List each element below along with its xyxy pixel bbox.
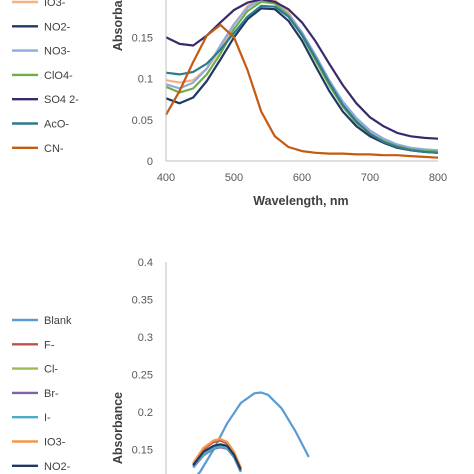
top-chart-x-tick-label: 700 — [361, 172, 379, 184]
top-chart-y-tick-label: 0.05 — [132, 115, 153, 127]
bottom-chart-y-tick-label: 0.2 — [138, 407, 153, 419]
legend-label: I- — [44, 412, 51, 424]
legend-label: NO2- — [44, 21, 71, 33]
bottom-chart-series-line-no2 — [192, 443, 242, 471]
bottom-chart-y-tick-label: 0.35 — [132, 295, 153, 307]
legend-label: IO3- — [44, 0, 66, 9]
legend-label: NO2- — [44, 461, 71, 473]
legend-label: IO3- — [44, 437, 66, 449]
bottom-chart-legend-item-f: F- — [12, 339, 55, 351]
top-chart-legend-item-io3: IO3- — [12, 0, 66, 9]
top-chart-legend-item-so4-2: SO4 2- — [12, 94, 79, 106]
bottom-chart-legend: Blank F- Cl- Br- I- IO3- NO2- — [12, 315, 72, 473]
legend-label: Cl- — [44, 364, 58, 376]
legend-label: NO3- — [44, 46, 71, 58]
bottom-chart-y-tick-label: 0.25 — [132, 370, 153, 382]
top-chart-series — [165, 0, 439, 159]
top-chart-x-tick-labels: 400 500 600 700 800 — [157, 172, 447, 184]
top-chart-series-line-clo4 — [165, 0, 439, 153]
legend-label: F- — [44, 339, 55, 351]
bottom-chart-series-line-blank — [196, 391, 310, 474]
top-chart-series-line-aco — [165, 4, 439, 154]
bottom-chart-legend-item-i: I- — [12, 412, 51, 424]
top-chart-x-tick-label: 600 — [293, 172, 311, 184]
top-chart-y-tick-label: 0.15 — [132, 32, 153, 44]
top-chart-y-tick-label: 0 — [147, 156, 153, 168]
bottom-chart-series — [192, 391, 310, 474]
bottom-chart-legend-item-no2: NO2- — [12, 461, 71, 473]
legend-label: CN- — [44, 143, 64, 155]
legend-label: SO4 2- — [44, 94, 79, 106]
legend-label: ClO4- — [44, 70, 73, 82]
legend-label: Blank — [44, 315, 72, 327]
bottom-chart-y-axis-title: Absorbance — [111, 392, 125, 464]
bottom-chart-y-tick-label: 0.3 — [138, 332, 153, 344]
top-chart-legend-item-no2: NO2- — [12, 21, 71, 33]
bottom-chart-legend-item-blank: Blank — [12, 315, 72, 327]
top-chart-legend-item-cn: CN- — [12, 143, 64, 155]
bottom-chart: 0.15 0.2 0.25 0.3 0.35 0.4 Absorbance Blank F-… — [12, 257, 310, 474]
top-chart-y-tick-labels: 0 0.05 0.1 0.15 — [132, 32, 153, 168]
top-chart-legend-item-aco: AcO- — [12, 119, 69, 131]
top-chart-x-tick-label: 500 — [225, 172, 243, 184]
top-chart-legend-item-no3: NO3- — [12, 46, 71, 58]
top-chart-x-axis-title: Wavelength, nm — [253, 194, 348, 208]
top-chart: 00.050.10.15 400 500 600 700 800 Absorbance … — [12, 0, 447, 208]
top-chart-legend: IO3- NO2- NO3- ClO4- SO4 2- AcO- CN- — [12, 0, 79, 155]
top-chart-x-tick-label: 400 — [157, 172, 175, 184]
top-chart-series-line-no2 — [165, 7, 439, 154]
legend-label: Br- — [44, 388, 59, 400]
top-chart-series-line-cn — [165, 23, 439, 159]
top-chart-x-tick-label: 800 — [429, 172, 447, 184]
bottom-chart-y-tick-label: 0.15 — [132, 445, 153, 457]
bottom-chart-y-tick-label: 0.4 — [138, 257, 153, 269]
bottom-chart-y-tick-labels: 0.15 0.2 0.25 0.3 0.35 0.4 — [132, 257, 153, 457]
bottom-chart-legend-item-cl: Cl- — [12, 364, 58, 376]
legend-label: AcO- — [44, 119, 69, 131]
top-chart-series-line-no3 — [165, 0, 439, 152]
top-chart-y-tick-label: 0.1 — [138, 74, 153, 86]
bottom-chart-legend-item-br: Br- — [12, 388, 59, 400]
top-chart-legend-item-clo4: ClO4- — [12, 70, 73, 82]
top-chart-y-axis-title: Absorbance — [111, 0, 125, 51]
bottom-chart-series-line-io3 — [192, 437, 242, 468]
bottom-chart-legend-item-io3: IO3- — [12, 437, 66, 449]
